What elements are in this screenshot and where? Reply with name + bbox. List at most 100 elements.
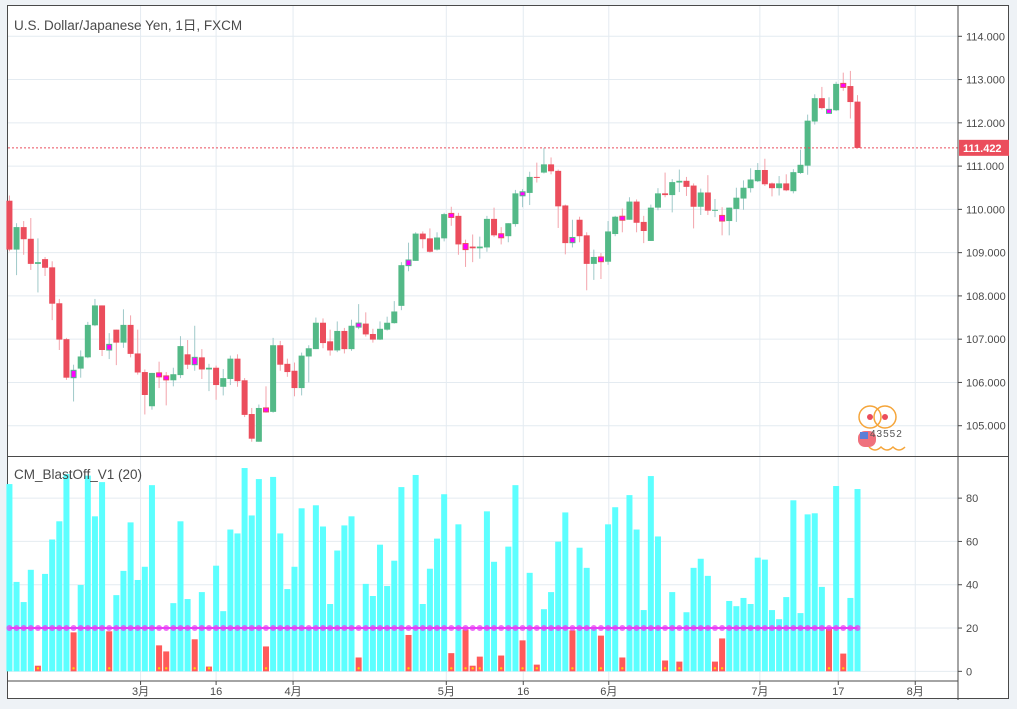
threshold-dot [184,625,191,632]
threshold-dot [6,625,13,632]
price-tick-label: 106.000 [966,377,1006,389]
indicator-signal-dot [36,667,40,670]
candle [768,182,775,197]
candle [790,169,797,194]
indicator-signal-dot [108,667,111,670]
candle-body [512,193,519,225]
candle [284,358,291,377]
indicator-bar [227,529,234,672]
threshold-dot [455,625,462,632]
candle [384,316,391,331]
candle [63,337,70,380]
indicator-signal-dot [535,667,539,670]
candle-body [341,330,348,350]
candle [42,256,49,276]
candle [134,329,141,375]
candle-body [362,323,369,335]
candle [640,215,647,244]
threshold-dot [362,625,369,632]
candle [597,253,604,280]
threshold-dot [626,625,633,632]
indicator-bar [348,516,355,672]
candle [320,318,327,349]
candle [213,365,220,400]
candle [434,232,441,251]
candle-body [804,120,811,166]
indicator-signal-dot [407,667,410,670]
indicator-bar [854,489,861,672]
candle [362,312,369,337]
indicator-bar [141,566,148,672]
indicator-bar-below [569,630,576,672]
threshold-dot [548,625,555,632]
candle-body-highlighted [262,407,269,413]
indicator-signal-dot [499,667,503,670]
candle-body [704,192,711,211]
indicator-bar [540,609,547,672]
candle-body [205,367,212,370]
candle [34,238,41,293]
indicator-bar [220,611,227,672]
candle-body [797,164,804,174]
candle-body [377,328,384,340]
threshold-dot [840,625,847,632]
indicator-bar-below [619,657,626,672]
candle-body [790,172,797,192]
candle [662,172,669,198]
candle-body [6,200,13,250]
price-tick-label: 108.000 [966,291,1006,303]
candle-body [690,185,697,207]
candle-body [99,305,106,350]
threshold-dot [70,625,77,632]
candle-body [455,215,462,245]
candle-body-highlighted [106,343,113,351]
threshold-dot [519,625,526,632]
candle-body-highlighted [448,212,455,218]
indicator-bar [740,597,747,672]
candle [305,345,312,383]
indicator-signal-dot [827,667,831,670]
indicator-signal-dot [621,667,624,670]
candle-body [548,164,555,172]
candle [733,187,740,222]
candle [783,174,790,192]
candle [726,207,733,236]
candle [626,197,633,220]
candle-body [476,246,483,249]
candle [619,208,626,233]
threshold-dot [783,625,790,632]
candle-body-highlighted [498,233,505,239]
indicator-bar [455,524,462,672]
candle [519,189,526,208]
indicator-bar [113,595,120,672]
indicator-bar [776,619,783,672]
candle [704,175,711,215]
indicator-bar [27,569,34,672]
indicator-bar [626,495,633,672]
indicator-signal-dot [713,667,717,670]
threshold-dot [106,625,113,632]
candle [455,212,462,255]
threshold-dot [327,625,334,632]
candle [184,340,191,370]
candle-body-highlighted [163,375,170,381]
threshold-dot [305,625,312,632]
threshold-dot [761,625,768,632]
indicator-tick-label: 80 [966,493,978,505]
candle [754,163,761,183]
candle [77,350,84,378]
time-tick-label: 17 [832,686,844,698]
indicator-signal-dot [264,667,268,670]
candle-body [148,372,155,407]
candle-body-highlighted [719,214,726,222]
candle [198,349,205,379]
threshold-dot [826,625,833,632]
indicator-signal-dot [521,667,524,670]
candle [776,176,783,196]
candle [526,171,533,206]
candle [576,216,583,243]
price-tick-label: 111.000 [966,161,1004,173]
indicator-bar [42,573,49,672]
candle [533,162,540,183]
